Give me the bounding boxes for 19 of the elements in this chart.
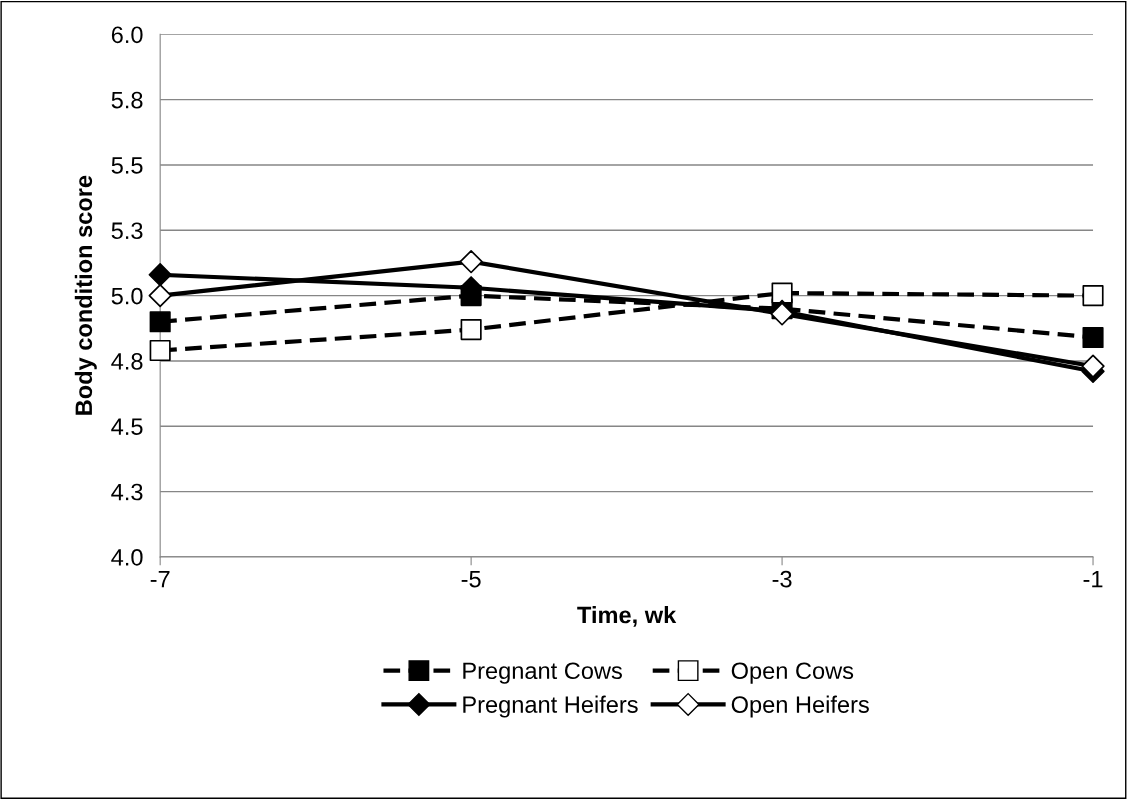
y-tick-label: 4.8 xyxy=(111,353,143,370)
x-tick-label: -5 xyxy=(461,570,481,588)
y-tick-label: 6.0 xyxy=(111,26,143,44)
y-tick-label: 5.0 xyxy=(111,287,143,305)
y-axis-title: Body condition score xyxy=(74,175,97,415)
y-tick-label: 4.0 xyxy=(111,548,143,566)
y-tick-label: 5.3 xyxy=(111,222,143,240)
y-tick-label: 5.5 xyxy=(111,157,143,174)
y-tick-label: 4.5 xyxy=(111,418,143,436)
legend-label: Open Heifers xyxy=(731,695,869,718)
x-axis-title: Time, wk xyxy=(577,606,677,627)
x-tick-label: -7 xyxy=(150,570,170,588)
x-tick-label: -3 xyxy=(772,570,792,588)
legend-label: Pregnant Cows xyxy=(463,662,622,684)
legend-label: Pregnant Heifers xyxy=(463,695,638,718)
y-tick-label: 4.3 xyxy=(111,483,143,501)
x-tick-label: -1 xyxy=(1083,570,1103,588)
legend-label: Open Cows xyxy=(731,662,854,684)
y-tick-label: 5.8 xyxy=(111,91,143,109)
